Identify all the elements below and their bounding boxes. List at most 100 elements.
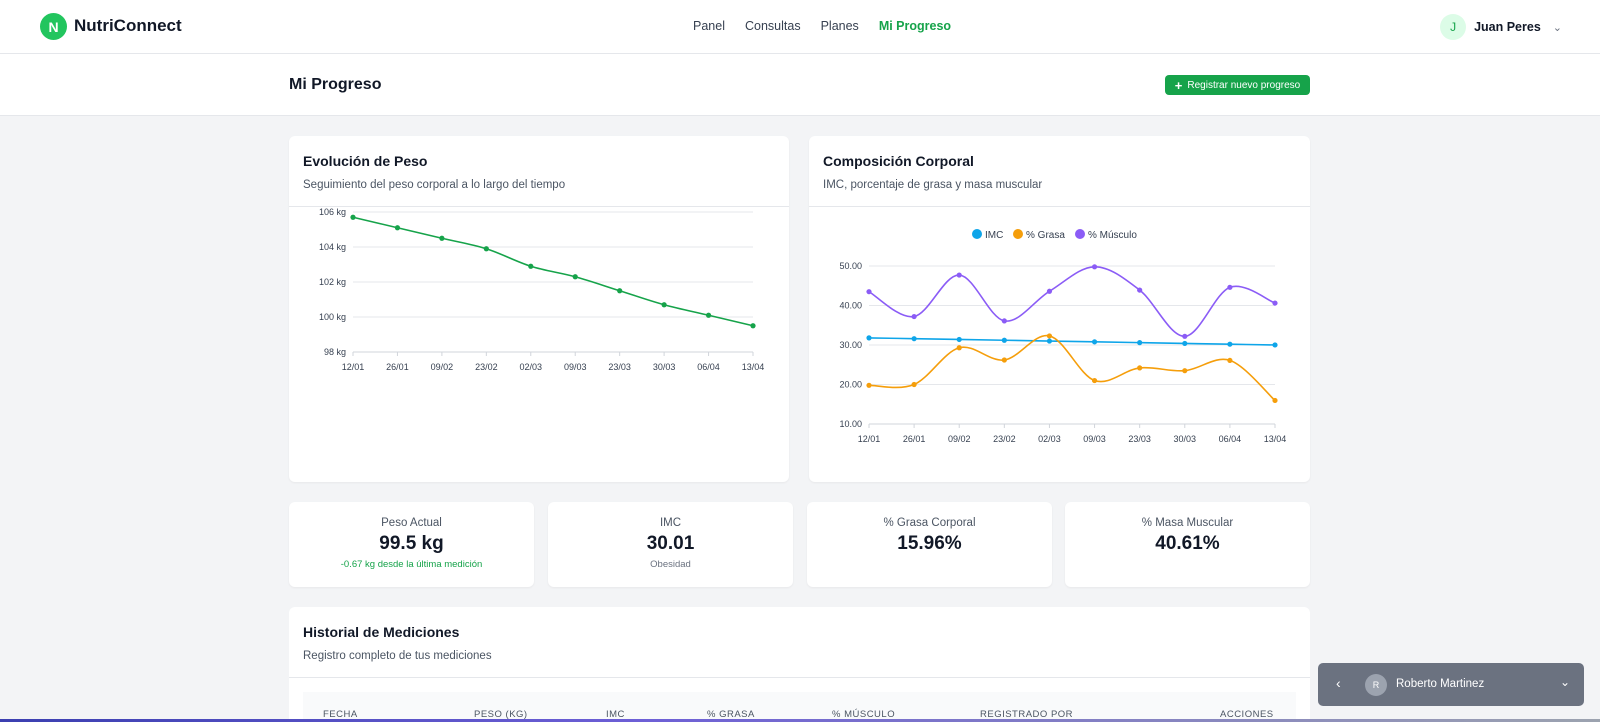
x-tick-label: 09/02 <box>948 434 971 444</box>
data-point <box>866 382 872 388</box>
nav-panel[interactable]: Panel <box>693 19 725 33</box>
data-point <box>1182 368 1188 374</box>
chat-widget[interactable]: ‹ R Roberto Martinez ⌄ <box>1318 663 1584 706</box>
x-tick-label: 09/03 <box>564 362 587 372</box>
data-point <box>1272 300 1278 306</box>
x-tick-label: 26/01 <box>386 362 409 372</box>
x-tick-label: 06/04 <box>1219 434 1242 444</box>
chevron-down-icon[interactable]: ⌄ <box>1559 675 1570 689</box>
x-tick-label: 23/02 <box>475 362 498 372</box>
data-point <box>1046 288 1053 294</box>
data-point <box>617 288 623 294</box>
history-subtitle: Registro completo de tus mediciones <box>303 650 492 662</box>
series-line <box>352 216 754 327</box>
stat-label: Peso Actual <box>381 517 442 529</box>
col-grasa[interactable]: % GRASA <box>707 709 755 720</box>
data-point <box>1046 338 1053 344</box>
data-point <box>911 381 917 388</box>
page-header: Mi Progreso + Registrar nuevo progreso <box>0 54 1600 116</box>
legend-label: IMC <box>985 230 1003 241</box>
x-tick-label: 23/03 <box>608 362 631 372</box>
y-tick-label: 40.00 <box>839 301 862 311</box>
logo-icon[interactable]: N <box>40 13 67 40</box>
data-point <box>1227 341 1233 347</box>
data-point <box>1182 333 1188 339</box>
composition-chart-subtitle: IMC, porcentaje de grasa y masa muscular <box>823 179 1043 191</box>
stat-body-fat: % Grasa Corporal 15.96% <box>807 502 1052 587</box>
y-tick-label: 10.00 <box>839 419 862 429</box>
x-tick-label: 02/03 <box>1038 434 1061 444</box>
col-registrado-por[interactable]: REGISTRADO POR <box>980 709 1074 720</box>
stat-muscle-mass: % Masa Muscular 40.61% <box>1065 502 1310 587</box>
data-point <box>1091 264 1098 270</box>
data-point <box>528 263 534 269</box>
y-tick-label: 106 kg <box>319 208 346 217</box>
x-tick-label: 12/01 <box>858 434 881 444</box>
data-point <box>956 336 962 343</box>
chevron-left-icon[interactable]: ‹ <box>1336 675 1341 691</box>
data-point <box>1001 357 1007 363</box>
legend-swatch <box>1013 229 1023 239</box>
col-imc[interactable]: IMC <box>606 709 625 720</box>
data-point <box>866 335 872 341</box>
x-tick-label: 09/03 <box>1083 434 1106 444</box>
stat-value: 99.5 kg <box>379 533 444 554</box>
x-tick-label: 23/02 <box>993 434 1016 444</box>
data-point <box>1091 339 1098 345</box>
y-tick-label: 50.00 <box>839 261 862 271</box>
y-tick-label: 98 kg <box>324 347 346 357</box>
chat-contact-name: Roberto Martinez <box>1396 678 1485 690</box>
legend-label: % Músculo <box>1088 230 1137 241</box>
col-peso[interactable]: PESO (KG) <box>474 709 528 720</box>
data-point <box>750 323 756 329</box>
data-point <box>1137 340 1143 346</box>
data-point <box>1001 318 1007 324</box>
avatar: R <box>1365 674 1387 696</box>
top-navbar: N NutriConnect Panel Consultas Planes Mi… <box>0 0 1600 54</box>
x-tick-label: 12/01 <box>342 362 365 372</box>
x-tick-label: 13/04 <box>742 362 765 372</box>
nav-planes[interactable]: Planes <box>820 19 859 33</box>
y-tick-label: 30.00 <box>839 340 862 350</box>
x-tick-label: 23/03 <box>1128 434 1151 444</box>
x-tick-label: 30/03 <box>653 362 676 372</box>
plus-icon: + <box>1174 77 1183 93</box>
composition-chart: 10.00 20.00 30.00 40.00 50.00 12/01 26/01 09/02… <box>839 229 1286 444</box>
composition-chart-title: Composición Corporal <box>823 153 974 169</box>
stat-value: 15.96% <box>897 533 962 554</box>
brand-name[interactable]: NutriConnect <box>74 16 182 35</box>
col-fecha[interactable]: FECHA <box>323 709 358 720</box>
data-point <box>705 312 712 318</box>
data-point <box>1272 397 1278 404</box>
y-tick-label: 102 kg <box>319 277 346 287</box>
user-name: Juan Peres <box>1474 20 1541 34</box>
stat-note: Obesidad <box>650 559 691 570</box>
stat-label: % Masa Muscular <box>1141 517 1234 529</box>
series-line <box>868 337 1276 346</box>
legend-swatch <box>972 229 982 239</box>
data-point <box>1091 377 1098 384</box>
data-point <box>1182 340 1188 347</box>
user-menu[interactable]: J Juan Peres ⌄ <box>1440 14 1562 40</box>
data-point <box>1227 284 1233 290</box>
data-point <box>911 313 917 320</box>
data-point <box>956 272 962 278</box>
x-tick-label: 26/01 <box>903 434 926 444</box>
weight-chart: 98 kg 100 kg 102 kg 104 kg 106 kg 12/01 26/01 0… <box>319 208 765 372</box>
x-tick-label: 30/03 <box>1174 434 1197 444</box>
add-progress-button[interactable]: + Registrar nuevo progreso <box>1165 75 1310 95</box>
stat-label: % Grasa Corporal <box>883 517 976 529</box>
data-point <box>483 246 489 252</box>
weight-chart-subtitle: Seguimiento del peso corporal a lo largo… <box>303 179 566 191</box>
composition-chart-card: Composición Corporal IMC, porcentaje de … <box>809 136 1310 482</box>
col-musculo[interactable]: % MÚSCULO <box>832 709 896 720</box>
x-tick-label: 09/02 <box>431 362 454 372</box>
nav-mi-progreso[interactable]: Mi Progreso <box>878 19 952 33</box>
series-line <box>868 265 1276 338</box>
add-progress-label: Registrar nuevo progreso <box>1187 79 1301 91</box>
data-point <box>911 336 917 342</box>
stat-note: -0.67 kg desde la última medición <box>340 559 483 570</box>
stat-value: 30.01 <box>646 533 695 554</box>
y-tick-label: 104 kg <box>319 242 346 252</box>
nav-consultas[interactable]: Consultas <box>744 19 801 33</box>
